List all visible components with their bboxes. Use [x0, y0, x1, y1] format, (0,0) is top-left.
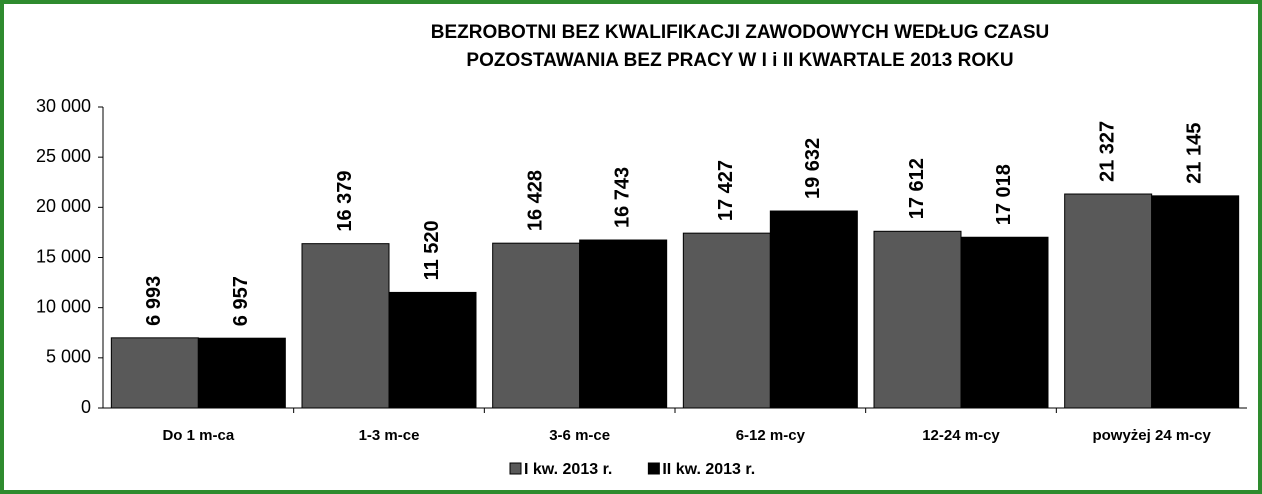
- bar: [388, 291, 477, 409]
- value-label: 17 018: [993, 164, 1015, 225]
- value-label: 16 743: [611, 167, 633, 228]
- value-label: 6 993: [143, 276, 165, 326]
- chart-title: BEZROBOTNI BEZ KWALIFIKACJI ZAWODOWYCH W…: [431, 22, 1050, 43]
- y-tick-label: 30 000: [36, 96, 91, 116]
- bar: [769, 210, 858, 409]
- value-label: 19 632: [802, 138, 824, 199]
- y-tick-label: 0: [81, 397, 91, 417]
- bar: [301, 243, 390, 409]
- bar: [492, 242, 581, 409]
- value-label: 11 520: [421, 220, 443, 280]
- bar: [197, 337, 286, 409]
- value-label: 16 428: [524, 170, 546, 231]
- value-label: 6 957: [230, 276, 252, 326]
- bar: [579, 239, 668, 409]
- legend-label: II kw. 2013 r.: [662, 461, 755, 478]
- bar: [1151, 195, 1240, 409]
- x-tick-label: 1-3 m-ce: [359, 427, 420, 444]
- bar: [682, 232, 771, 409]
- x-tick-label: 3-6 m-ce: [549, 427, 610, 444]
- bar: [110, 337, 199, 409]
- value-label: 21 145: [1183, 123, 1205, 184]
- value-label: 21 327: [1096, 121, 1118, 182]
- value-label: 17 612: [906, 158, 928, 219]
- y-tick-label: 25 000: [36, 146, 91, 166]
- y-tick-label: 20 000: [36, 196, 91, 216]
- x-tick-label: Do 1 m-ca: [162, 427, 234, 444]
- x-tick-label: 6-12 m-cy: [736, 427, 806, 444]
- legend-label: I kw. 2013 r.: [524, 461, 612, 478]
- bar: [1064, 193, 1153, 409]
- legend-swatch: [509, 462, 522, 475]
- value-label: 16 379: [334, 170, 356, 231]
- y-tick-label: 15 000: [36, 246, 91, 266]
- y-tick-label: 10 000: [36, 296, 91, 316]
- x-tick-label: powyżej 24 m-cy: [1092, 427, 1211, 444]
- bar: [960, 236, 1049, 409]
- value-label: 17 427: [715, 160, 737, 221]
- bar: [873, 230, 962, 409]
- legend-swatch: [647, 462, 660, 475]
- chart-title: POZOSTAWANIA BEZ PRACY W I i II KWARTALE…: [466, 50, 1013, 71]
- y-tick-label: 5 000: [46, 347, 91, 367]
- x-tick-label: 12-24 m-cy: [922, 427, 1000, 444]
